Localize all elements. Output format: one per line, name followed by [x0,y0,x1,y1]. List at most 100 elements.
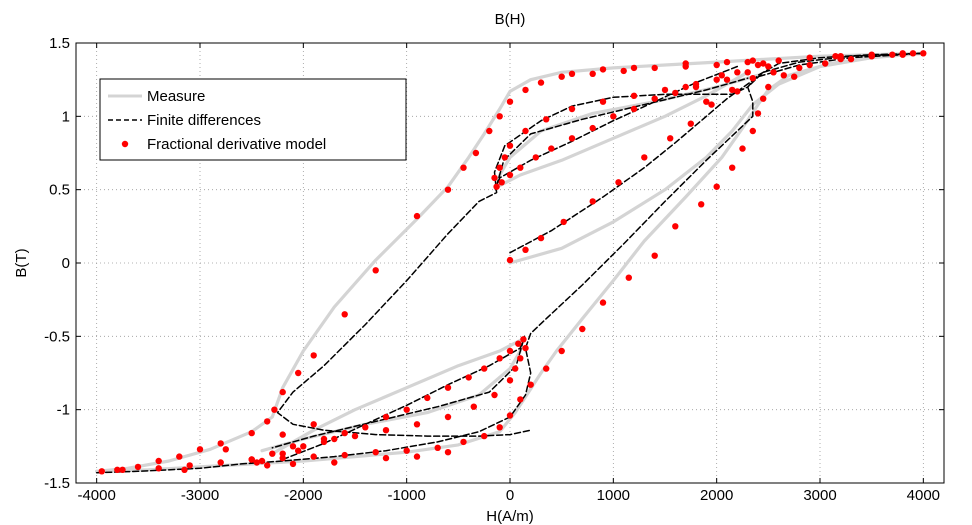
x-tick-label: 2000 [700,487,733,504]
legend: Measure Finite differences Fractional de… [99,78,407,161]
data-point-fractional-derivative-model [889,51,896,58]
data-point-fractional-derivative-model [248,429,255,437]
data-point-fractional-derivative-model [506,256,514,264]
data-point-fractional-derivative-model [331,435,338,443]
data-point-fractional-derivative-model [589,124,596,132]
data-point-fractional-derivative-model [522,86,529,94]
data-point-fractional-derivative-model [186,462,193,469]
data-point-fractional-derivative-model [517,396,524,403]
data-point-fractional-derivative-model [754,61,762,69]
data-point-fractional-derivative-model [791,73,798,80]
data-point-fractional-derivative-model [558,73,565,80]
data-point-fractional-derivative-model [517,355,524,362]
data-point-fractional-derivative-model [472,149,480,157]
data-point-fractional-derivative-model [672,89,679,97]
data-point-fractional-derivative-model [692,80,700,88]
data-point-fractional-derivative-model [537,79,545,86]
data-point-fractional-derivative-model [713,183,720,190]
data-point-fractional-derivative-model [300,443,307,450]
data-point-fractional-derivative-model [734,88,741,95]
series-layer [95,50,927,475]
data-point-fractional-derivative-model [460,438,467,446]
y-tick-label: -1.5 [44,475,70,492]
data-point-fractional-derivative-model [708,101,715,108]
data-point-fractional-derivative-model [630,64,638,72]
data-point-fractional-derivative-model [522,127,529,135]
data-point-fractional-derivative-model [515,340,522,347]
data-point-fractional-derivative-model [264,418,271,425]
data-point-fractional-derivative-model [847,55,855,63]
data-point-fractional-derivative-model [155,465,162,472]
data-point-fractional-derivative-model [119,466,126,473]
data-point-fractional-derivative-model [744,69,751,76]
data-point-fractional-derivative-model [651,95,658,102]
data-point-fractional-derivative-model [434,444,441,451]
data-point-fractional-derivative-model [481,432,488,440]
data-point-fractional-derivative-model [424,394,431,402]
series-line-finite-differences [95,52,925,474]
data-point-fractional-derivative-model [403,447,410,454]
data-point-fractional-derivative-model [806,54,813,61]
data-point-fractional-derivative-model [822,60,829,67]
data-point-fractional-derivative-model [114,466,121,473]
data-point-fractional-derivative-model [486,127,493,135]
data-point-fractional-derivative-model [682,83,689,91]
x-tick-label: 3000 [803,487,836,504]
data-point-fractional-derivative-model [713,76,720,83]
data-point-fractional-derivative-model [599,299,607,306]
x-tick-label: 1000 [597,487,630,504]
data-point-fractional-derivative-model [512,365,519,372]
data-point-fractional-derivative-model [749,75,756,82]
data-point-fractional-derivative-model [754,110,762,117]
data-point-fractional-derivative-model [444,413,452,421]
data-point-fractional-derivative-model [279,450,286,457]
legend-label-measure: Measure [147,88,205,105]
data-point-fractional-derivative-model [506,347,514,355]
data-point-fractional-derivative-model [501,154,508,161]
data-point-fractional-derivative-model [713,61,720,69]
data-point-fractional-derivative-model [279,454,286,462]
y-tick-label: -0.5 [44,328,70,345]
data-point-fractional-derivative-model [310,453,317,460]
data-point-fractional-derivative-model [491,174,498,182]
data-point-fractional-derivative-model [295,369,302,377]
data-point-fractional-derivative-model [496,424,503,431]
legend-box [99,78,407,161]
y-tick-label: 1 [62,108,70,125]
data-point-fractional-derivative-model [506,98,514,105]
x-tick-label: 4000 [907,487,940,504]
data-point-fractional-derivative-model [920,50,927,57]
data-point-fractional-derivative-model [837,55,844,63]
data-point-fractional-derivative-model [362,424,369,431]
data-point-fractional-derivative-model [744,58,751,66]
data-point-fractional-derivative-model [537,234,545,242]
data-point-fractional-derivative-model [543,116,550,123]
data-point-fractional-derivative-model [134,463,142,471]
data-point-fractional-derivative-model [589,70,596,78]
y-tick-label: 0.5 [49,182,70,199]
data-point-fractional-derivative-model [599,66,607,73]
data-point-fractional-derivative-model [770,69,777,76]
data-point-fractional-derivative-model [522,246,529,253]
data-point-fractional-derivative-model [217,440,224,447]
data-point-fractional-derivative-model [341,429,348,437]
data-point-fractional-derivative-model [765,83,772,91]
data-point-fractional-derivative-model [496,355,503,362]
legend-label-finite-differences: Finite differences [147,112,261,129]
data-point-fractional-derivative-model [909,50,917,57]
data-point-fractional-derivative-model [382,427,390,434]
data-point-fractional-derivative-model [289,443,297,450]
x-tick-label: 0 [506,487,514,504]
data-point-fractional-derivative-model [320,438,328,446]
data-point-fractional-derivative-model [589,198,596,205]
data-point-fractional-derivative-model [579,325,586,333]
data-point-fractional-derivative-model [279,388,286,396]
data-point-fractional-derivative-model [331,459,338,466]
data-point-fractional-derivative-model [310,421,317,428]
data-point-fractional-derivative-model [341,451,348,459]
y-axis-label: B(T) [13,248,30,277]
data-point-fractional-derivative-model [615,179,622,186]
data-point-fractional-derivative-model [413,421,421,428]
data-point-fractional-derivative-model [279,431,286,438]
